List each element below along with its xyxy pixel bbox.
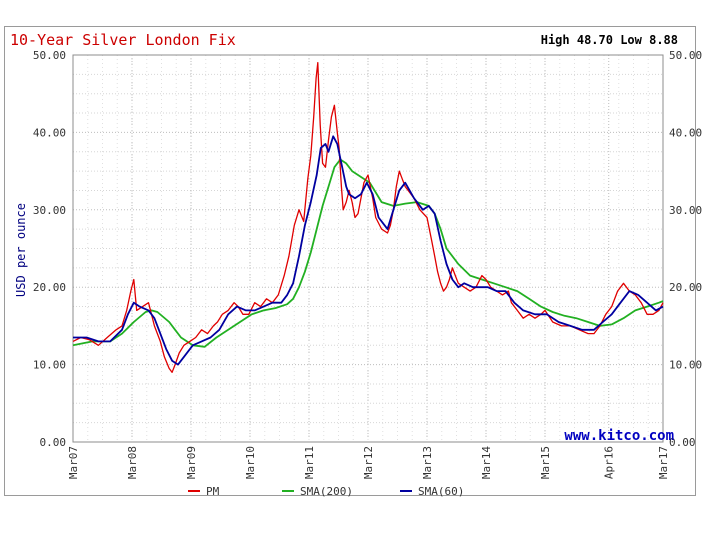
x-tick-label: Mar15 (539, 446, 552, 479)
legend-label-pm: PM (206, 485, 220, 498)
y-tick-label-right: 20.00 (669, 281, 702, 294)
legend-label-sma-200: SMA(200) (300, 485, 353, 498)
y-tick-label-right: 40.00 (669, 126, 702, 139)
x-tick-label: Mar08 (126, 446, 139, 479)
y-axis-label: USD per ounce (14, 203, 28, 297)
x-tick-label: Mar13 (421, 446, 434, 479)
x-tick-label: Mar12 (362, 446, 375, 479)
y-tick-label-right: 30.00 (669, 204, 702, 217)
x-tick-label: Mar09 (185, 446, 198, 479)
y-tick-label-left: 10.00 (33, 359, 66, 372)
legend-label-sma-60: SMA(60) (418, 485, 464, 498)
y-tick-label-left: 40.00 (33, 126, 66, 139)
legend: PM SMA(200) SMA(60) (188, 485, 464, 498)
y-tick-label-left: 50.00 (33, 49, 66, 62)
x-tick-label: Mar14 (480, 446, 493, 479)
series-line-sma-200 (72, 158, 664, 348)
x-tick-label: Mar10 (244, 446, 257, 479)
y-tick-label-left: 20.00 (33, 281, 66, 294)
y-tick-label-left: 0.00 (40, 436, 67, 449)
watermark: www.kitco.com (564, 428, 674, 444)
grid (72, 54, 664, 443)
y-tick-label-right: 10.00 (669, 359, 702, 372)
y-tick-label-right: 0.00 (669, 436, 696, 449)
x-tick-label: Mar11 (303, 446, 316, 479)
series-layer (72, 62, 664, 373)
series-line-pm (72, 62, 664, 373)
plot-border (72, 54, 664, 443)
x-tick-label: Mar17 (657, 446, 670, 479)
chart-title: 10-Year Silver London Fix (10, 31, 236, 49)
axis-ticks: 0.00 0.00 10.00 10.00 20.00 20.00 30.00 30.00 40… (33, 49, 702, 479)
x-tick-label: Apr16 (603, 446, 616, 479)
y-tick-label-right: 50.00 (669, 49, 702, 62)
series-line-sma-60 (73, 135, 664, 366)
high-low-summary: High 48.70 Low 8.88 (541, 33, 678, 47)
y-tick-label-left: 30.00 (33, 204, 66, 217)
x-tick-label: Mar07 (67, 446, 80, 479)
chart-frame (4, 26, 696, 496)
